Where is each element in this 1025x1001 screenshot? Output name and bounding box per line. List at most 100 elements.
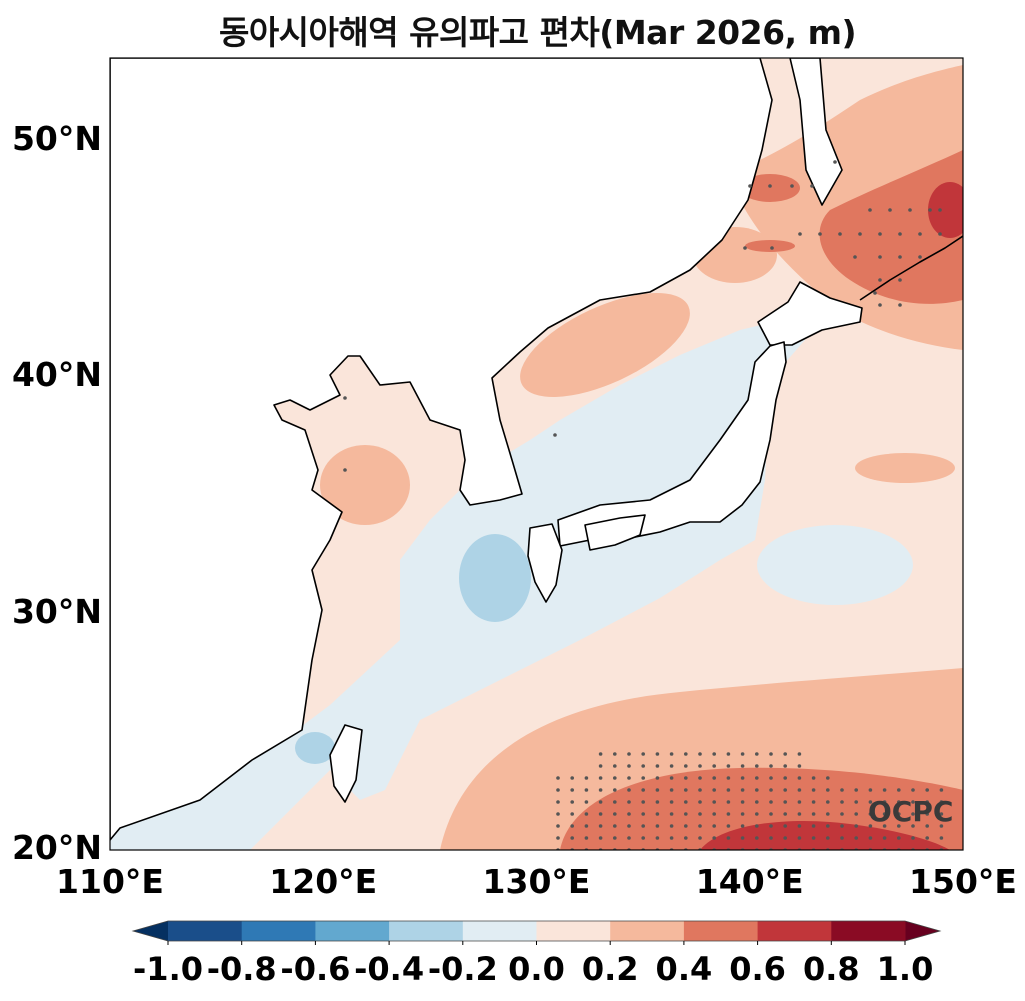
stipple-dot — [598, 764, 603, 768]
stipple-dot — [655, 836, 660, 840]
stipple-dot — [613, 800, 617, 804]
stipple-dot — [878, 278, 882, 282]
stipple-dot — [584, 824, 589, 828]
field-neg-0.4 — [295, 732, 335, 764]
field-pos-0.6 — [928, 182, 963, 238]
field-pos-0.4 — [740, 174, 800, 202]
stipple-dot — [783, 800, 787, 804]
stipple-dot — [783, 776, 787, 780]
stipple-dot — [740, 752, 745, 756]
stipple-dot — [769, 812, 773, 816]
colorbar-bin — [683, 921, 759, 941]
colorbar-tick-label: 0.6 — [729, 950, 786, 988]
stipple-dot — [868, 836, 873, 840]
stipple-dot — [598, 824, 603, 828]
land-kyushu — [527, 523, 563, 603]
stipple-dot — [898, 278, 902, 282]
stipple-dot — [854, 800, 858, 804]
stipple-dot — [811, 800, 816, 804]
stipple-dot — [684, 776, 688, 780]
land-continent — [110, 58, 773, 841]
stipple-dot — [598, 836, 603, 840]
stipple-dot — [878, 232, 882, 236]
stipple-dot — [669, 776, 674, 780]
land-shikoku — [584, 514, 646, 551]
stipple-dot — [740, 764, 745, 768]
stipple-dot — [939, 836, 944, 840]
colorbar-bin — [389, 921, 464, 941]
stipple-dot — [655, 752, 660, 756]
stipple-dot — [833, 160, 837, 164]
stipple-dot — [669, 836, 674, 840]
stipple-dot — [726, 836, 731, 840]
stipple-dot — [613, 812, 617, 816]
stipple-dot — [798, 232, 802, 236]
stipple-dot — [868, 812, 873, 816]
land-sakhalin — [789, 58, 843, 206]
stipple-dot — [925, 836, 929, 840]
stipple-dot — [570, 800, 574, 804]
stipple-dot — [698, 752, 702, 756]
stipple-dot — [783, 836, 787, 840]
stipple-dot — [584, 776, 589, 780]
field-pos-0.2 — [320, 445, 410, 525]
field-pos-0.2 — [855, 453, 955, 483]
stipple-dot — [627, 836, 631, 840]
stipple-dot — [897, 836, 901, 840]
colorbar-extend-high — [905, 921, 940, 941]
stipple-dot — [938, 208, 942, 212]
stipple-dot — [598, 752, 603, 756]
stipple-dot — [769, 824, 773, 828]
colorbar-bin — [831, 921, 906, 941]
stipple-dot — [811, 776, 816, 780]
stipple-dot — [811, 824, 816, 828]
stipple-dot — [641, 776, 645, 780]
lat-tick-label: 20°N — [11, 828, 102, 867]
stipple-dot — [570, 788, 574, 792]
stipple-dot — [769, 776, 773, 780]
stipple-dot — [726, 752, 731, 756]
stipple-dot — [811, 812, 816, 816]
stipple-dot — [897, 788, 901, 792]
stipple-dot — [908, 208, 912, 212]
colorbar-tick-label: -0.6 — [280, 950, 351, 988]
colorbar-tick-label: -1.0 — [133, 950, 203, 988]
colorbar-bin — [168, 921, 243, 941]
stipple-dot — [911, 836, 915, 840]
stipple-dot — [684, 752, 688, 756]
stipple-dot — [712, 776, 716, 780]
stipple-dot — [613, 836, 617, 840]
stipple-dot — [726, 788, 731, 792]
colorbar-bin — [462, 921, 537, 941]
stipple-dot — [748, 184, 752, 188]
stipple-dot — [740, 800, 745, 804]
stipple-dot — [755, 824, 759, 828]
stipple-dot — [878, 255, 882, 259]
stipple-dot — [769, 788, 773, 792]
colorbar-tick-label: -0.2 — [427, 950, 498, 988]
stipple-dot — [868, 824, 873, 828]
stipple-dot — [698, 764, 702, 768]
colorbar-tick-label: -0.8 — [206, 950, 277, 988]
stipple-dot — [343, 396, 347, 400]
stipple-dot — [818, 232, 822, 236]
stipple-dot — [613, 752, 617, 756]
stipple-dot — [712, 788, 716, 792]
stipple-dot — [613, 788, 617, 792]
stipple-dot — [898, 255, 902, 259]
stipple-dot — [897, 800, 901, 804]
stipple-dot — [878, 303, 882, 307]
stipple-dot — [853, 255, 857, 259]
stipple-dot — [755, 752, 759, 756]
stipple-dot — [911, 788, 915, 792]
stipple-dot — [556, 800, 560, 804]
stipple-dot — [684, 788, 688, 792]
stipple-dot — [726, 776, 731, 780]
stipple-dot — [928, 208, 932, 212]
stipple-dot — [797, 776, 802, 780]
stipple-dot — [584, 812, 589, 816]
stipple-dot — [882, 788, 887, 792]
ocpc-watermark: OCPC — [868, 795, 954, 828]
stipple-dot — [790, 184, 794, 188]
field-neg-0.4 — [459, 534, 531, 622]
